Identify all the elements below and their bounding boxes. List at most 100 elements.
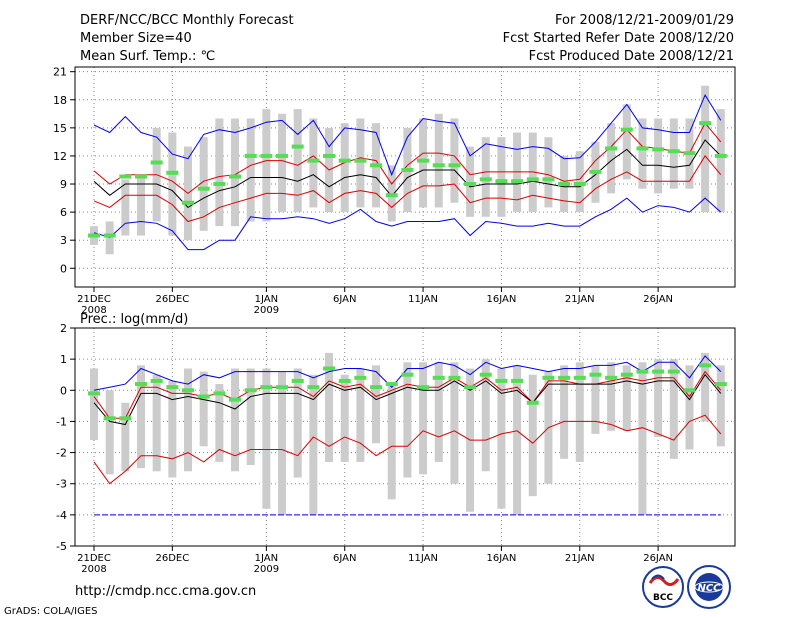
forecast-marker [432,163,445,168]
ensemble-box [215,118,224,227]
x-tick-label: 21DEC [77,294,111,305]
forecast-marker [166,385,179,390]
forecast-marker [197,186,210,191]
forecast-marker [229,397,242,402]
forecast-marker [526,400,539,405]
x-tick-label: 26DEC [155,294,189,305]
ensemble-box [309,374,318,515]
ensemble-box [340,123,349,213]
forecast-marker [558,182,571,187]
forecast-marker [260,153,273,158]
ensemble-box [121,179,130,236]
series-min [93,197,722,251]
forecast-marker [620,127,633,132]
forecast-marker [652,147,665,152]
forecast-marker [182,200,195,205]
x-tick-label: 21JAN [565,553,595,564]
forecast-marker [323,153,336,158]
ensemble-box [685,365,694,450]
y-tick-label: 0 [60,384,67,397]
ensemble-box [607,362,616,431]
ensemble-box [215,384,224,462]
forecast-marker [714,153,727,158]
ensemble-box [434,113,443,208]
forecast-marker [605,375,618,380]
forecast-marker [589,169,602,174]
header-started: Fcst Started Refer Date 2008/12/20 [503,31,734,46]
forecast-marker [542,375,555,380]
ensemble-box [654,118,663,194]
forecast-marker [338,158,351,163]
y-tick-label: 21 [53,66,67,79]
plot-frame [74,327,736,547]
footer-credit: GrADS: COLA/IGES [4,606,98,617]
forecast-marker [307,385,320,390]
ensemble-box [184,368,193,472]
ensemble-box [356,118,365,208]
ensemble-box [137,174,146,236]
forecast-marker [683,151,696,156]
x-tick-year-label: 2009 [254,564,279,575]
forecast-marker [573,182,586,187]
ensemble-box [716,365,725,447]
forecast-marker [385,382,398,387]
series-mean-minus-sd [93,155,722,223]
x-tick-label: 11JAN [408,294,438,305]
forecast-marker [103,416,116,421]
forecast-marker [683,388,696,393]
ensemble-box [340,374,349,462]
ensemble-box [607,123,616,194]
series-mean-minus-sd [93,414,722,485]
y-tick-label: -3 [56,478,67,491]
header-variable: Mean Surf. Temp.: ℃ [80,49,215,64]
ensemble-box [262,109,271,222]
ensemble-box [497,137,506,217]
ensemble-box [669,118,678,189]
forecast-marker [229,174,242,179]
ensemble-box [152,374,161,472]
header-produced: Fcst Produced Date 2008/12/21 [529,49,734,64]
ncc-logo-orbit-icon [694,581,724,593]
forecast-marker [605,146,618,151]
forecast-marker [401,372,414,377]
y-tick-label: 3 [60,234,67,247]
ensemble-box [481,359,490,472]
ncc-logo-globe-icon [695,573,723,601]
series-mean [93,373,722,426]
forecast-marker [620,372,633,377]
series-mean [93,139,722,209]
forecast-marker [699,121,712,126]
forecast-marker [511,179,524,184]
y-tick-label: 6 [60,206,67,219]
forecast-marker [417,158,430,163]
header-title: DERF/NCC/BCC Monthly Forecast [80,13,294,28]
forecast-marker [636,369,649,374]
ensemble-box [591,365,600,434]
forecast-marker [323,366,336,371]
x-tick-label: 11JAN [408,553,438,564]
x-tick-year-label: 2008 [81,305,106,316]
ensemble-box [168,132,177,236]
ensemble-box [246,368,255,466]
ncc-logo: NCC [687,565,731,609]
ensemble-box [622,365,631,431]
forecast-marker [667,369,680,374]
series-max [93,94,722,177]
ncc-logo-text: NCC [697,583,721,594]
ensemble-box [372,365,381,444]
y-tick-label: 18 [53,94,67,107]
ensemble-box [575,362,584,462]
forecast-marker [558,375,571,380]
forecast-marker [479,177,492,182]
precip-title: Prec.: log(mm/d) [80,312,188,327]
forecast-marker [370,385,383,390]
forecast-marker [511,378,524,383]
y-tick-label: -4 [56,509,67,522]
ensemble-box [466,146,475,217]
forecast-marker [432,375,445,380]
x-tick-label: 6JAN [333,294,356,305]
bcc-logo-wave-icon [651,574,665,580]
x-tick-year-label: 2009 [254,305,279,316]
